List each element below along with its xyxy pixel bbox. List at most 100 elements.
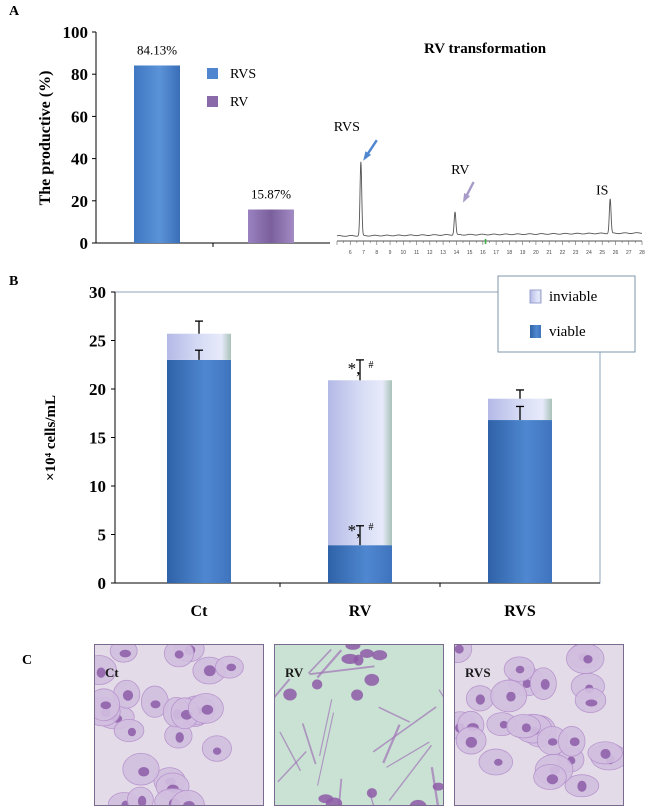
cells-legend-label: inviable bbox=[549, 289, 598, 305]
productive-ytick-label: 40 bbox=[71, 150, 88, 169]
micrograph-nucleus bbox=[515, 665, 525, 674]
cells-bar-viable-rv bbox=[328, 545, 392, 583]
panel-letter-b: B bbox=[9, 274, 18, 289]
chromatogram-tick-label: 28 bbox=[639, 250, 645, 256]
chromatogram-arrow-head bbox=[363, 151, 372, 161]
micrograph-nucleus bbox=[372, 650, 388, 661]
micrograph-nucleus bbox=[364, 673, 380, 686]
micrograph-nucleus bbox=[583, 654, 593, 664]
productive-legend-swatch bbox=[207, 96, 218, 107]
chromatogram-tick-label: 16 bbox=[480, 250, 486, 256]
productive-ytick-label: 0 bbox=[80, 234, 89, 253]
micrograph-nucleus bbox=[318, 794, 334, 804]
chromatogram-tick-label: 12 bbox=[427, 250, 433, 256]
chromatogram-tick-label: 7 bbox=[362, 250, 365, 256]
micrograph-nucleus bbox=[96, 667, 106, 678]
panel-letter-a: A bbox=[9, 4, 20, 19]
micrograph-nucleus bbox=[455, 645, 464, 654]
chromatogram-title: RV transformation bbox=[424, 41, 547, 57]
cells-legend-swatch bbox=[530, 325, 541, 338]
chromatogram-tick-label: 15 bbox=[467, 250, 473, 256]
micrograph-cell-process bbox=[317, 712, 335, 786]
micrograph-rvs-label: RVS bbox=[465, 665, 491, 680]
chromatogram-tick-label: 26 bbox=[613, 250, 619, 256]
micrograph-nucleus bbox=[345, 645, 361, 650]
micrograph-cell-process bbox=[307, 648, 332, 675]
micrograph-cell-process bbox=[275, 678, 291, 698]
micrograph-nucleus bbox=[137, 795, 147, 805]
chromatogram-tick-label: 18 bbox=[507, 250, 513, 256]
micrograph-nucleus bbox=[465, 736, 478, 748]
chromatogram-tick-label: 23 bbox=[573, 250, 579, 256]
cells-legend-box bbox=[497, 275, 636, 353]
micrograph-nucleus bbox=[546, 774, 559, 785]
micrograph-nucleus bbox=[366, 788, 377, 798]
cells-category-label: RV bbox=[349, 603, 372, 620]
micrograph-cell-process bbox=[430, 766, 439, 805]
productive-ytick-label: 80 bbox=[71, 65, 88, 84]
cells-significance-label: *, bbox=[348, 521, 361, 540]
micrograph-nucleus bbox=[127, 727, 136, 737]
micrograph-nucleus bbox=[100, 701, 112, 710]
micrograph-nucleus bbox=[175, 732, 184, 743]
productive-ytick-label: 100 bbox=[63, 23, 89, 42]
micrograph-nucleus bbox=[494, 758, 503, 766]
micrograph-nucleus bbox=[212, 747, 222, 755]
cells-ytick-label: 10 bbox=[89, 477, 106, 496]
micrograph-nucleus bbox=[475, 694, 485, 705]
micrograph-ct-label: Ct bbox=[105, 665, 119, 680]
cells-bar-inviable-rv bbox=[328, 380, 392, 546]
micrograph-nucleus bbox=[283, 688, 297, 701]
micrograph-rv: RV bbox=[274, 644, 444, 806]
micrograph-nucleus bbox=[201, 704, 214, 715]
micrograph-rvs-image bbox=[455, 645, 623, 805]
micrograph-nucleus bbox=[311, 679, 323, 690]
micrograph-nucleus bbox=[540, 679, 550, 690]
micrograph-cell-process bbox=[378, 706, 411, 723]
cells-category-label: RVS bbox=[504, 603, 536, 620]
chromatogram-tick-label: 20 bbox=[533, 250, 539, 256]
chromatogram-trace bbox=[336, 161, 643, 237]
micrograph-rvs: RVS bbox=[454, 644, 624, 806]
chromatogram-tick-label: 13 bbox=[440, 250, 446, 256]
micrograph-nucleus bbox=[183, 800, 195, 805]
micrograph-cell-process bbox=[301, 723, 317, 765]
productive-legend-swatch bbox=[207, 68, 218, 79]
cells-ytick-label: 25 bbox=[89, 332, 106, 351]
micrograph-cell-process bbox=[372, 706, 437, 753]
micrograph-cell-process bbox=[309, 665, 375, 676]
micrograph-nucleus bbox=[351, 689, 364, 701]
chromatogram-arrow-head bbox=[462, 193, 471, 203]
chromatogram-tick-label: 9 bbox=[389, 250, 392, 256]
chromatogram-tick-label: 19 bbox=[520, 250, 526, 256]
cells-legend-label: viable bbox=[549, 324, 586, 340]
productive-ytick-label: 60 bbox=[71, 107, 88, 126]
productive-value-label: 15.87% bbox=[251, 187, 291, 202]
micrograph-nucleus bbox=[409, 799, 427, 805]
chromatogram-tick-label: 22 bbox=[560, 250, 566, 256]
micrograph-nucleus bbox=[600, 748, 611, 759]
micrograph-cell bbox=[170, 789, 205, 805]
cells-significance-label: *, bbox=[348, 359, 361, 378]
productive-ylabel: The productive (%) bbox=[37, 71, 54, 206]
micrograph-nucleus bbox=[569, 737, 580, 747]
cells-ylabel: ×10⁴ cells/mL bbox=[43, 395, 59, 481]
cells-category-label: Ct bbox=[191, 603, 209, 620]
cells-legend-swatch bbox=[529, 289, 542, 304]
cells-ytick-label: 20 bbox=[89, 380, 106, 399]
micrograph-nucleus bbox=[174, 650, 184, 659]
chromatogram-tick-label: 17 bbox=[493, 250, 499, 256]
micrograph-nucleus bbox=[122, 690, 134, 701]
cells-ytick-label: 5 bbox=[98, 526, 107, 545]
micrograph-cell bbox=[126, 786, 154, 805]
cells-significance-hash: # bbox=[369, 522, 374, 533]
chromatogram-tick-label: 11 bbox=[414, 250, 419, 256]
micrograph-cell-process bbox=[382, 724, 401, 764]
micrograph-cell-process bbox=[279, 731, 302, 772]
micrograph-nucleus bbox=[226, 663, 237, 672]
productive-bar-rvs bbox=[134, 65, 180, 243]
micrograph-nucleus bbox=[150, 700, 161, 709]
cells-ytick-label: 15 bbox=[89, 429, 106, 448]
micrograph-nucleus bbox=[499, 720, 509, 729]
